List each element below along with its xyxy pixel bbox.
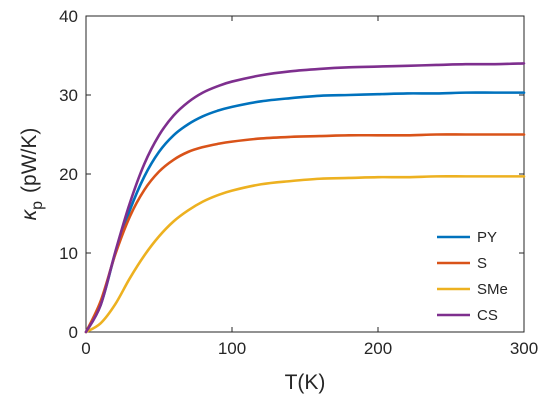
y-axis-symbol: κ <box>18 208 41 220</box>
legend-label-sme: SMe <box>477 281 508 298</box>
x-tick-label: 100 <box>218 339 246 358</box>
legend-label-py: PY <box>477 229 497 246</box>
y-axis-subscript: p <box>29 201 46 210</box>
series-line-py <box>84 91 526 334</box>
x-tick-label: 300 <box>510 339 538 358</box>
axis-ticks: 0 100 200 300 0 10 20 30 40 <box>59 7 538 358</box>
y-axis-units: (pW/K) <box>18 128 41 193</box>
series-line-sme <box>84 175 526 334</box>
series-layer <box>84 62 526 334</box>
y-tick-label: 40 <box>59 7 78 26</box>
y-tick-label: 10 <box>59 244 78 263</box>
series-line-cs <box>84 62 526 334</box>
series-line-s <box>84 133 526 334</box>
x-axis-label: T(K) <box>285 371 326 394</box>
x-tick-label: 200 <box>364 339 392 358</box>
legend-label-cs: CS <box>477 307 498 324</box>
y-tick-label: 0 <box>69 323 78 342</box>
legend-label-s: S <box>477 255 487 272</box>
x-tick-label: 0 <box>81 339 90 358</box>
legend: PY S SMe CS <box>437 229 508 324</box>
y-tick-label: 20 <box>59 165 78 184</box>
y-axis-label: κp (pW/K) <box>18 128 46 221</box>
y-tick-label: 30 <box>59 86 78 105</box>
